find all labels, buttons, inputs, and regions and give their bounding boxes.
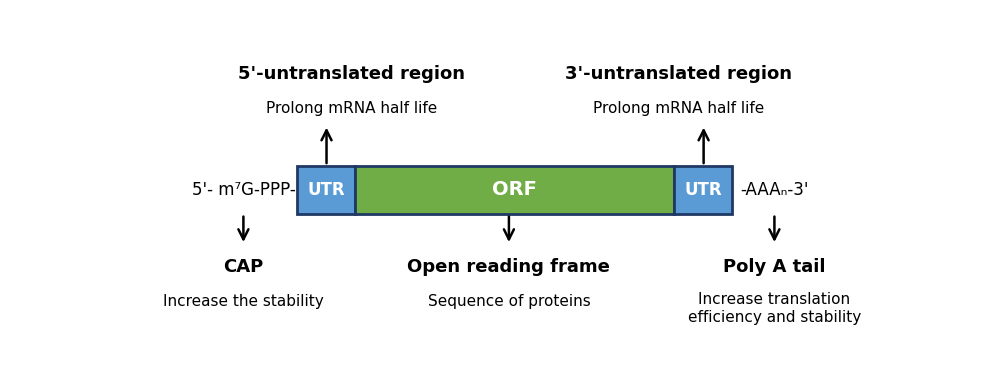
Text: CAP: CAP [223, 258, 263, 276]
Text: ORF: ORF [493, 180, 537, 199]
Text: UTR: UTR [307, 181, 345, 199]
FancyBboxPatch shape [674, 166, 732, 214]
Text: Prolong mRNA half life: Prolong mRNA half life [593, 101, 764, 116]
Text: Sequence of proteins: Sequence of proteins [428, 294, 590, 309]
Text: Poly A tail: Poly A tail [723, 258, 825, 276]
Text: Open reading frame: Open reading frame [407, 258, 611, 276]
FancyBboxPatch shape [355, 166, 674, 214]
Text: 5'- m⁷G-PPP-: 5'- m⁷G-PPP- [192, 181, 295, 199]
Text: 3'-untranslated region: 3'-untranslated region [565, 65, 791, 83]
Text: Increase translation
efficiency and stability: Increase translation efficiency and stab… [688, 293, 861, 325]
Text: 5'-untranslated region: 5'-untranslated region [237, 65, 465, 83]
FancyBboxPatch shape [297, 166, 355, 214]
Text: -AAAₙ-3': -AAAₙ-3' [740, 181, 808, 199]
Text: UTR: UTR [684, 181, 722, 199]
Text: Prolong mRNA half life: Prolong mRNA half life [265, 101, 437, 116]
Text: Increase the stability: Increase the stability [163, 294, 324, 309]
